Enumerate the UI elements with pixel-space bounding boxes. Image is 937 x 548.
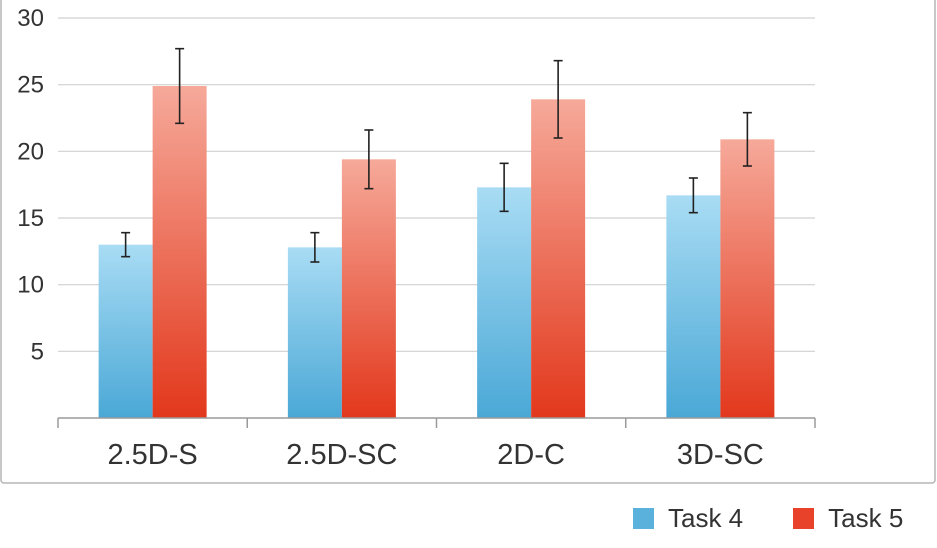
- error-bar: [364, 129, 374, 190]
- x-axis-labels: 2.5D-S 2.5D-SC 2D-C 3D-SC: [107, 439, 763, 471]
- bar-task-5-2.5d-sc: [341, 159, 396, 419]
- legend-item-task-4: Task 4: [633, 503, 743, 534]
- y-tick-label: 5: [31, 338, 44, 365]
- error-bar: [553, 59, 563, 139]
- legend-label-task-4: Task 4: [668, 502, 744, 533]
- y-tick-label: 10: [17, 272, 44, 299]
- error-bar: [310, 231, 320, 263]
- x-tick-label: 3D-SC: [677, 439, 764, 471]
- y-tick-label: 20: [17, 138, 44, 165]
- y-axis-ticks: 5 10 15 20 25 30: [17, 5, 44, 365]
- legend-swatch-task-4: [633, 507, 654, 529]
- legend-label-task-5: Task 5: [828, 502, 904, 533]
- y-tick-label: 30: [17, 5, 44, 32]
- bar-task-4-2.5d-s: [98, 244, 153, 418]
- error-bar: [499, 162, 509, 213]
- bar-task-5-2d-c: [531, 99, 586, 418]
- y-tick-label: 25: [17, 72, 44, 99]
- x-axis: [57, 417, 816, 428]
- bar-task-5-2.5d-s: [152, 86, 207, 418]
- bar-task-4-2d-c: [477, 187, 532, 418]
- x-tick-label: 2.5D-S: [107, 439, 197, 471]
- y-tick-label: 15: [17, 205, 44, 232]
- x-tick-label: 2D-C: [497, 439, 565, 471]
- legend: Task 4 Task 5: [633, 498, 903, 538]
- error-bar: [742, 111, 752, 167]
- legend-swatch-task-5: [793, 507, 815, 529]
- error-bar: [175, 47, 185, 125]
- error-bars: [121, 47, 752, 263]
- bar-task-5-3d-sc: [720, 139, 775, 419]
- bar-task-4-2.5d-sc: [287, 247, 342, 418]
- error-bar: [121, 231, 131, 258]
- x-tick-label: 2.5D-SC: [286, 439, 397, 471]
- legend-item-task-5: Task 5: [793, 503, 903, 534]
- bars: [98, 86, 775, 419]
- error-bar: [688, 177, 698, 214]
- bar-task-4-3d-sc: [666, 195, 721, 418]
